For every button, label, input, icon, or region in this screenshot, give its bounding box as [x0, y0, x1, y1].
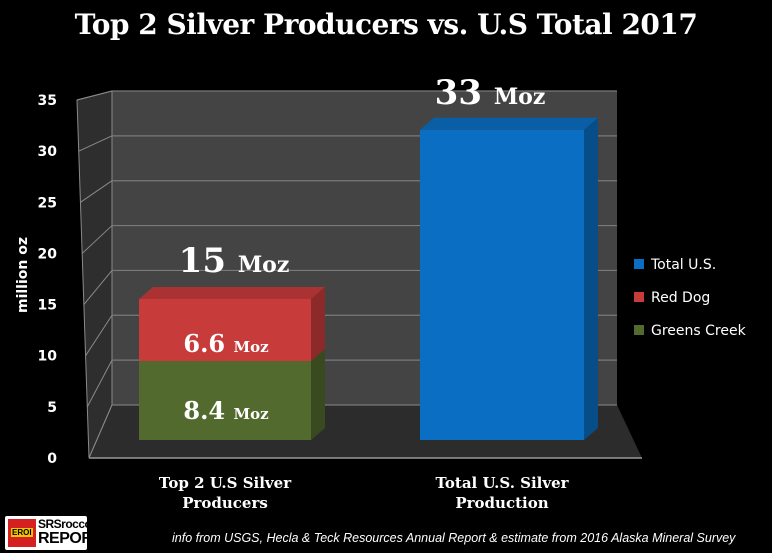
y-tick-label: 15: [38, 298, 57, 314]
y-tick-label: 5: [47, 400, 57, 416]
x-category-label: Producers: [182, 494, 268, 512]
legend-swatch: [634, 292, 644, 302]
chart-title: Top 2 Silver Producers vs. U.S Total 201…: [74, 8, 698, 41]
y-axis-ticks: 0 5 10 15 20 25 30 35: [38, 93, 58, 467]
y-axis-label: million oz: [15, 237, 31, 313]
bar-side: [584, 117, 598, 441]
bar-greens-creek: [139, 361, 311, 440]
label-red-dog: 6.6 Moz: [183, 329, 269, 358]
label-total-us-value: 33: [435, 73, 494, 113]
bar-top: [139, 287, 325, 299]
label-top2-total-value: 15: [179, 241, 238, 281]
legend-swatch: [634, 325, 644, 335]
gridline-side: [78, 135, 113, 152]
legend-label: Greens Creek: [651, 323, 747, 339]
logo-line1: SRSrocco: [38, 517, 92, 531]
legend-label: Total U.S.: [650, 257, 716, 273]
y-tick-label: 10: [38, 349, 58, 365]
gridline-side: [88, 404, 113, 459]
y-tick-label: 30: [38, 144, 58, 160]
y-tick-label: 25: [38, 195, 57, 211]
srsrocco-logo: EROI SRSrocco REPORT: [5, 516, 102, 550]
gridline-side: [81, 225, 113, 254]
logo-badge: EROI: [11, 528, 33, 537]
y-tick-label: 0: [47, 451, 57, 467]
label-greens-creek: 8.4 Moz: [183, 396, 269, 425]
bar-total-u-s-: [420, 129, 584, 441]
usa-map-icon: EROI: [8, 519, 36, 547]
bar-side: [311, 349, 325, 440]
label-red-dog-unit: Moz: [233, 338, 269, 356]
x-category-label: Top 2 U.S Silver: [159, 474, 292, 492]
logo-line2: REPORT: [38, 530, 102, 547]
label-greens-creek-unit: Moz: [233, 405, 269, 423]
bars: [139, 117, 598, 441]
label-top2-total: 15 Moz: [179, 241, 290, 281]
y-tick-label: 35: [38, 93, 57, 109]
gridline-side: [85, 315, 113, 356]
label-red-dog-value: 6.6: [183, 329, 233, 358]
bar-top: [420, 117, 598, 130]
gridline-side: [76, 90, 113, 101]
label-total-us: 33 Moz: [435, 73, 546, 113]
legend: Total U.S. Red Dog Greens Creek: [634, 257, 747, 339]
x-category-label: Production: [455, 494, 548, 512]
gridline-side: [80, 180, 113, 203]
legend-swatch: [634, 259, 644, 269]
source-note: info from USGS, Hecla & Teck Resources A…: [172, 531, 736, 545]
gridline-side: [86, 359, 113, 408]
label-top2-total-unit: Moz: [238, 252, 290, 278]
bar-side: [311, 287, 325, 362]
label-total-us-unit: Moz: [494, 84, 546, 110]
side-wall: [76, 90, 113, 459]
gridline-side: [83, 270, 113, 305]
x-category-label: Total U.S. Silver: [435, 474, 569, 492]
bar-red-dog: [139, 299, 311, 362]
legend-label: Red Dog: [651, 290, 710, 306]
x-axis-categories: Top 2 U.S Silver Producers Total U.S. Silv…: [159, 474, 570, 512]
y-tick-label: 20: [38, 246, 58, 262]
label-greens-creek-value: 8.4: [183, 396, 233, 425]
